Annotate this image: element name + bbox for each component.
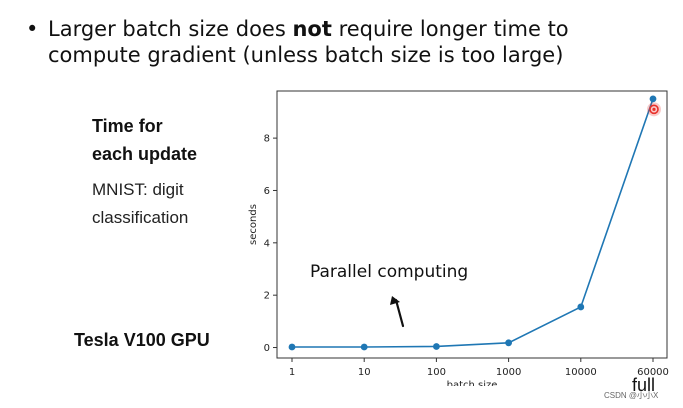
x-tick-label: 10 <box>358 367 371 378</box>
bullet-dot: • <box>26 17 39 41</box>
left-subtitle: MNIST: digit classification <box>92 176 188 232</box>
bullet-line-1-post: require longer time to <box>331 17 569 41</box>
left-subtitle-line-1: MNIST: digit <box>92 180 184 199</box>
data-point <box>577 303 585 311</box>
watermark-full: full <box>632 375 656 395</box>
y-axis-label: seconds <box>248 204 259 245</box>
x-tick-label: 1000 <box>496 367 521 378</box>
x-tick-label: 10000 <box>565 367 597 378</box>
highlight-ring <box>649 104 659 115</box>
data-point <box>649 95 657 103</box>
x-tick-label: 1 <box>289 367 295 378</box>
bullet-line-1: Larger batch size does not require longe… <box>48 16 569 42</box>
highlight-dot <box>652 107 656 111</box>
annotation-arrow-shaft <box>394 298 405 328</box>
series-line <box>292 98 654 348</box>
gpu-label: Tesla V100 GPU <box>74 330 210 350</box>
y-tick-label: 6 <box>264 186 270 197</box>
y-tick-label: 0 <box>264 343 270 354</box>
data-point <box>288 343 296 351</box>
chart-root: 0 2 4 6 8 1 10 100 1000 10000 60000 batch size secon… <box>248 90 669 386</box>
data-point <box>360 343 368 351</box>
bullet-line-2: compute gradient (unless batch size is t… <box>48 43 564 67</box>
bullet-line-1-bold: not <box>292 17 332 41</box>
y-tick-label: 2 <box>264 291 270 302</box>
annotation-text: Parallel computing <box>310 262 469 282</box>
data-point <box>433 343 440 350</box>
watermark-csdn: CSDN @小小X <box>604 391 659 400</box>
line-chart: 0 2 4 6 8 1 10 100 1000 10000 60000 batch size secon… <box>248 90 669 386</box>
left-subtitle-line-2: classification <box>92 208 189 227</box>
y-tick-label: 4 <box>264 238 270 249</box>
left-title: Time for each update <box>92 112 197 168</box>
bullet-line-1-pre: Larger batch size does <box>48 17 293 41</box>
data-point <box>505 339 512 347</box>
left-title-line-1: Time for <box>92 116 163 136</box>
x-axis-label: batch size <box>447 380 498 386</box>
x-tick-label: 100 <box>427 367 446 378</box>
left-title-line-2: each update <box>92 144 198 164</box>
x-tick-label: 60000 <box>637 367 669 378</box>
y-tick-label: 8 <box>264 134 270 145</box>
plot-frame <box>276 90 668 359</box>
annotation-arrow-head <box>390 296 400 305</box>
